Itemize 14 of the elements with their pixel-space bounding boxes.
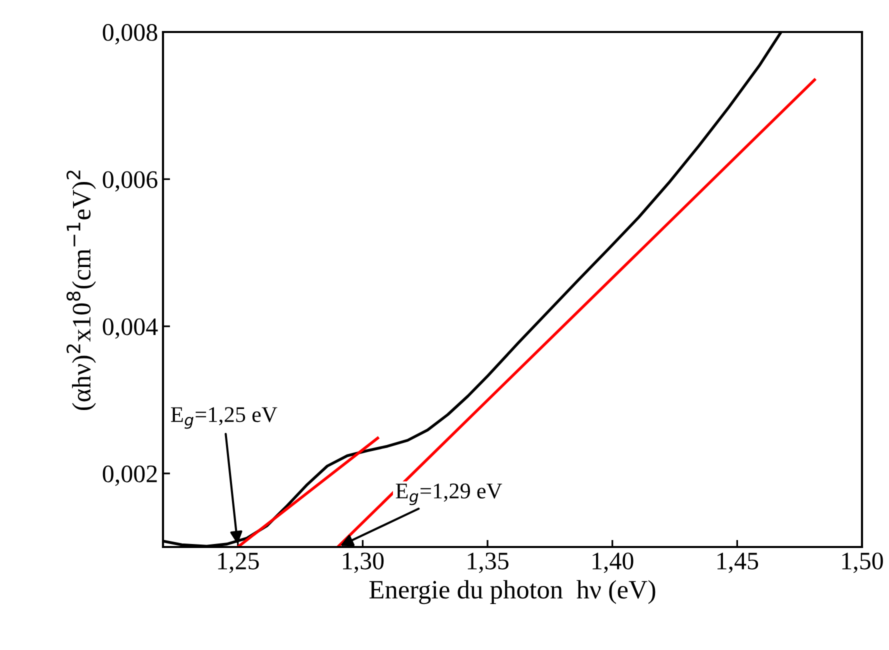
- annotation: E$_{g}$=1,29 eV: [396, 484, 502, 506]
- annotation: E$_{g}$=1,25 eV: [170, 407, 278, 429]
- y-tick-label: 0,004: [102, 318, 158, 339]
- x-tick-label: 1,35: [468, 552, 508, 574]
- y-axis-title: (αhν)$^{2}$x10$^{8}$(cm$^{−1}$eV)$^{2}$: [66, 170, 96, 410]
- y-tick-label: 0,006: [102, 171, 158, 192]
- x-axis-title: Energie du photon hν (eV): [369, 580, 656, 604]
- x-tick-label: 1,30: [343, 552, 384, 574]
- x-tick-label: 1,40: [592, 552, 634, 574]
- x-tick-label: 1,45: [718, 552, 758, 574]
- y-tick-label: 0,008: [102, 24, 158, 45]
- x-tick-label: 1,50: [842, 552, 883, 574]
- y-tick-label: 0,002: [102, 465, 157, 486]
- x-tick-label: 1,25: [218, 552, 259, 574]
